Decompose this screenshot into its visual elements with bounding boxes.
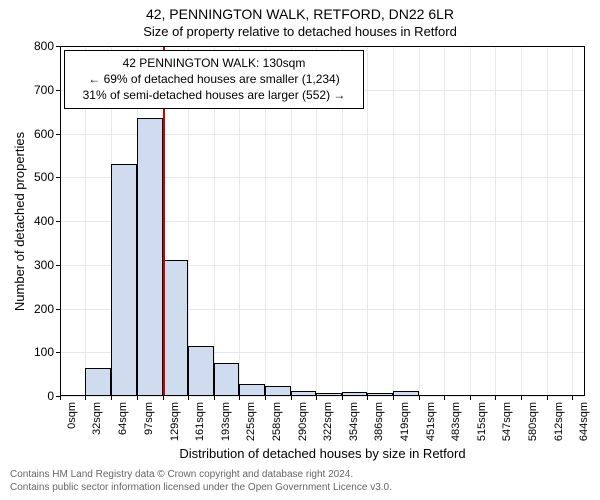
- x-tick-mark: [316, 396, 317, 400]
- plot-border: [60, 46, 585, 396]
- footer-line-1: Contains HM Land Registry data © Crown c…: [10, 469, 590, 482]
- x-tick-label: 644sqm: [578, 402, 590, 441]
- x-tick-label: 64sqm: [117, 402, 129, 435]
- y-axis-label: Number of detached properties: [13, 131, 28, 310]
- chart-title: 42, PENNINGTON WALK, RETFORD, DN22 6LR: [0, 6, 600, 22]
- x-axis-label: Distribution of detached houses by size …: [60, 446, 585, 461]
- x-tick-mark: [214, 396, 215, 400]
- x-tick-label: 258sqm: [271, 402, 283, 441]
- x-tick-label: 612sqm: [553, 402, 565, 441]
- x-tick-label: 354sqm: [348, 402, 360, 441]
- x-tick-mark: [163, 396, 164, 400]
- y-tick-label: 500: [34, 170, 60, 184]
- x-tick-label: 451sqm: [425, 402, 437, 441]
- x-tick-label: 32sqm: [91, 402, 103, 435]
- x-tick-mark: [495, 396, 496, 400]
- y-axis-label-wrap: Number of detached properties: [12, 46, 28, 396]
- x-tick-mark: [188, 396, 189, 400]
- x-tick-mark: [111, 396, 112, 400]
- y-tick-label: 100: [34, 345, 60, 359]
- x-tick-label: 290sqm: [297, 402, 309, 441]
- x-tick-label: 515sqm: [476, 402, 488, 441]
- gridline-horizontal: [60, 396, 585, 397]
- x-tick-label: 580sqm: [527, 402, 539, 441]
- x-tick-label: 0sqm: [66, 402, 78, 429]
- x-tick-mark: [444, 396, 445, 400]
- x-tick-mark: [547, 396, 548, 400]
- y-tick-label: 300: [34, 258, 60, 272]
- x-tick-mark: [239, 396, 240, 400]
- x-tick-mark: [137, 396, 138, 400]
- footer-attribution: Contains HM Land Registry data © Crown c…: [10, 469, 590, 494]
- x-tick-mark: [393, 396, 394, 400]
- x-tick-label: 97sqm: [143, 402, 155, 435]
- y-tick-label: 600: [34, 127, 60, 141]
- x-tick-mark: [291, 396, 292, 400]
- x-tick-mark: [342, 396, 343, 400]
- x-tick-mark: [572, 396, 573, 400]
- y-tick-label: 200: [34, 302, 60, 316]
- x-tick-label: 547sqm: [501, 402, 513, 441]
- x-tick-label: 161sqm: [194, 402, 206, 441]
- y-tick-label: 0: [47, 389, 60, 403]
- x-tick-mark: [419, 396, 420, 400]
- chart-container: 42, PENNINGTON WALK, RETFORD, DN22 6LR S…: [0, 0, 600, 500]
- x-tick-mark: [367, 396, 368, 400]
- x-tick-label: 419sqm: [399, 402, 411, 441]
- y-tick-label: 800: [34, 39, 60, 53]
- x-tick-mark: [521, 396, 522, 400]
- x-tick-mark: [60, 396, 61, 400]
- x-tick-mark: [85, 396, 86, 400]
- x-tick-label: 386sqm: [373, 402, 385, 441]
- x-tick-label: 225sqm: [245, 402, 257, 441]
- x-tick-label: 129sqm: [169, 402, 181, 441]
- footer-line-2: Contains public sector information licen…: [10, 482, 590, 495]
- x-tick-label: 322sqm: [322, 402, 334, 441]
- x-tick-label: 483sqm: [450, 402, 462, 441]
- x-tick-mark: [265, 396, 266, 400]
- y-tick-label: 700: [34, 83, 60, 97]
- x-tick-mark: [470, 396, 471, 400]
- plot-area: 01002003004005006007008000sqm32sqm64sqm9…: [60, 46, 585, 396]
- x-tick-label: 193sqm: [220, 402, 232, 441]
- chart-subtitle: Size of property relative to detached ho…: [0, 24, 600, 39]
- y-tick-label: 400: [34, 214, 60, 228]
